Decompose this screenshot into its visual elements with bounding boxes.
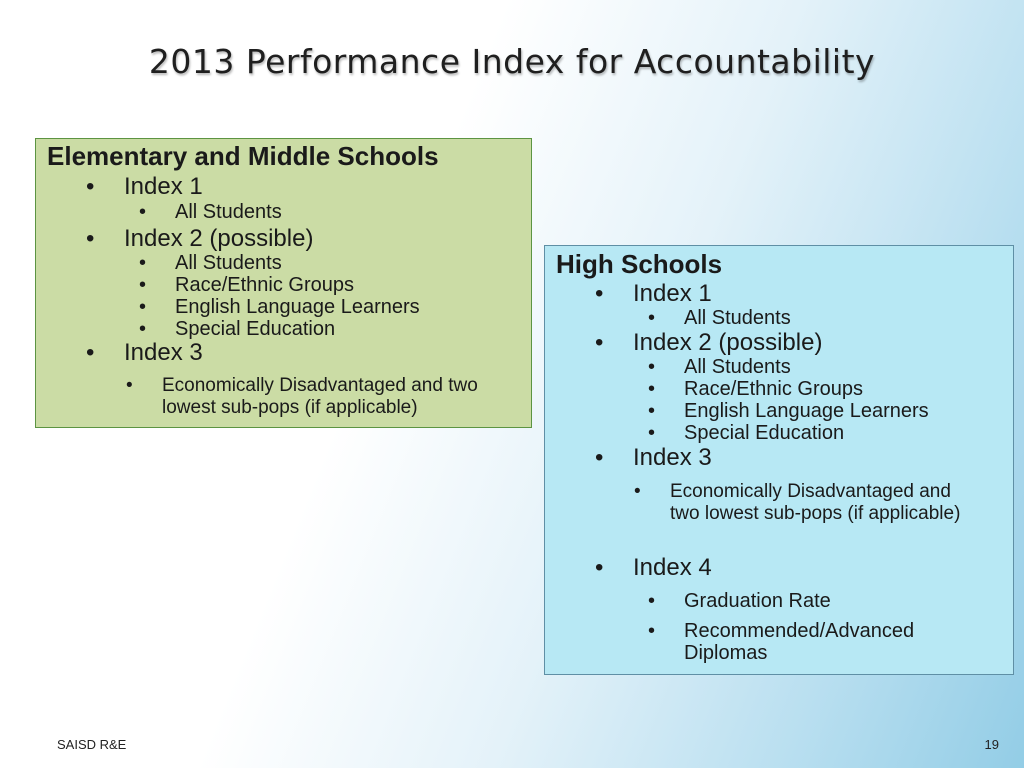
elementary-index3-label: Index 3 <box>124 339 203 366</box>
elementary-index2-ell: English Language Learners <box>175 296 420 318</box>
high-index4-diplomas: Recommended/Advanced Diplomas <box>684 620 915 664</box>
high-index2-all-students: All Students <box>684 356 791 378</box>
high-index3-econ-disadvantaged: Economically Disadvantaged and two lowes… <box>670 481 961 524</box>
bullet: • <box>139 252 147 274</box>
bullet: • <box>139 296 147 318</box>
high-index2-ell: English Language Learners <box>684 400 929 422</box>
elementary-index3-econ-disadvantaged: Economically Disadvantaged and two lowes… <box>162 375 478 418</box>
bullet: • <box>648 307 656 329</box>
bullet: • <box>595 444 604 471</box>
bullet: • <box>139 318 147 340</box>
bullet: • <box>634 481 641 502</box>
high-index3-label: Index 3 <box>633 444 712 471</box>
page-number: 19 <box>984 737 999 752</box>
high-index2-special-ed: Special Education <box>684 422 845 444</box>
elementary-index2-race-ethnic: Race/Ethnic Groups <box>175 274 354 296</box>
bullet: • <box>648 356 656 378</box>
high-index4-graduation-rate: Graduation Rate <box>684 590 831 612</box>
elementary-index1-all-students: All Students <box>175 201 282 223</box>
high-heading: High Schools <box>556 249 723 279</box>
bullet: • <box>139 274 147 296</box>
elementary-index2-all-students: All Students <box>175 252 282 274</box>
bullet: • <box>648 378 656 400</box>
bullet: • <box>86 339 95 366</box>
elementary-index2-label: Index 2 (possible) <box>124 225 314 252</box>
high-index1-label: Index 1 <box>633 280 712 307</box>
slide-title: 2013 Performance Index for Accountabilit… <box>148 42 876 81</box>
bullet: • <box>86 173 95 200</box>
elementary-heading: Elementary and Middle Schools <box>47 141 439 171</box>
bullet: • <box>595 329 604 356</box>
bullet: • <box>648 422 656 444</box>
high-index2-race-ethnic: Race/Ethnic Groups <box>684 378 863 400</box>
high-index4-label: Index 4 <box>633 554 712 581</box>
bullet: • <box>595 554 604 581</box>
bullet: • <box>648 400 656 422</box>
elementary-middle-schools-box: Elementary and Middle Schools • Index 1 … <box>35 138 532 428</box>
bullet: • <box>648 620 656 642</box>
high-index1-all-students: All Students <box>684 307 791 329</box>
elementary-index2-special-ed: Special Education <box>175 318 336 340</box>
high-index2-label: Index 2 (possible) <box>633 329 823 356</box>
bullet: • <box>595 280 604 307</box>
bullet: • <box>86 225 95 252</box>
bullet: • <box>648 590 656 612</box>
high-schools-box: High Schools • Index 1 • All Students • … <box>544 245 1014 675</box>
bullet: • <box>126 375 133 396</box>
bullet: • <box>139 201 147 223</box>
footer-source: SAISD R&E <box>57 737 127 752</box>
elementary-index1-label: Index 1 <box>124 173 203 200</box>
